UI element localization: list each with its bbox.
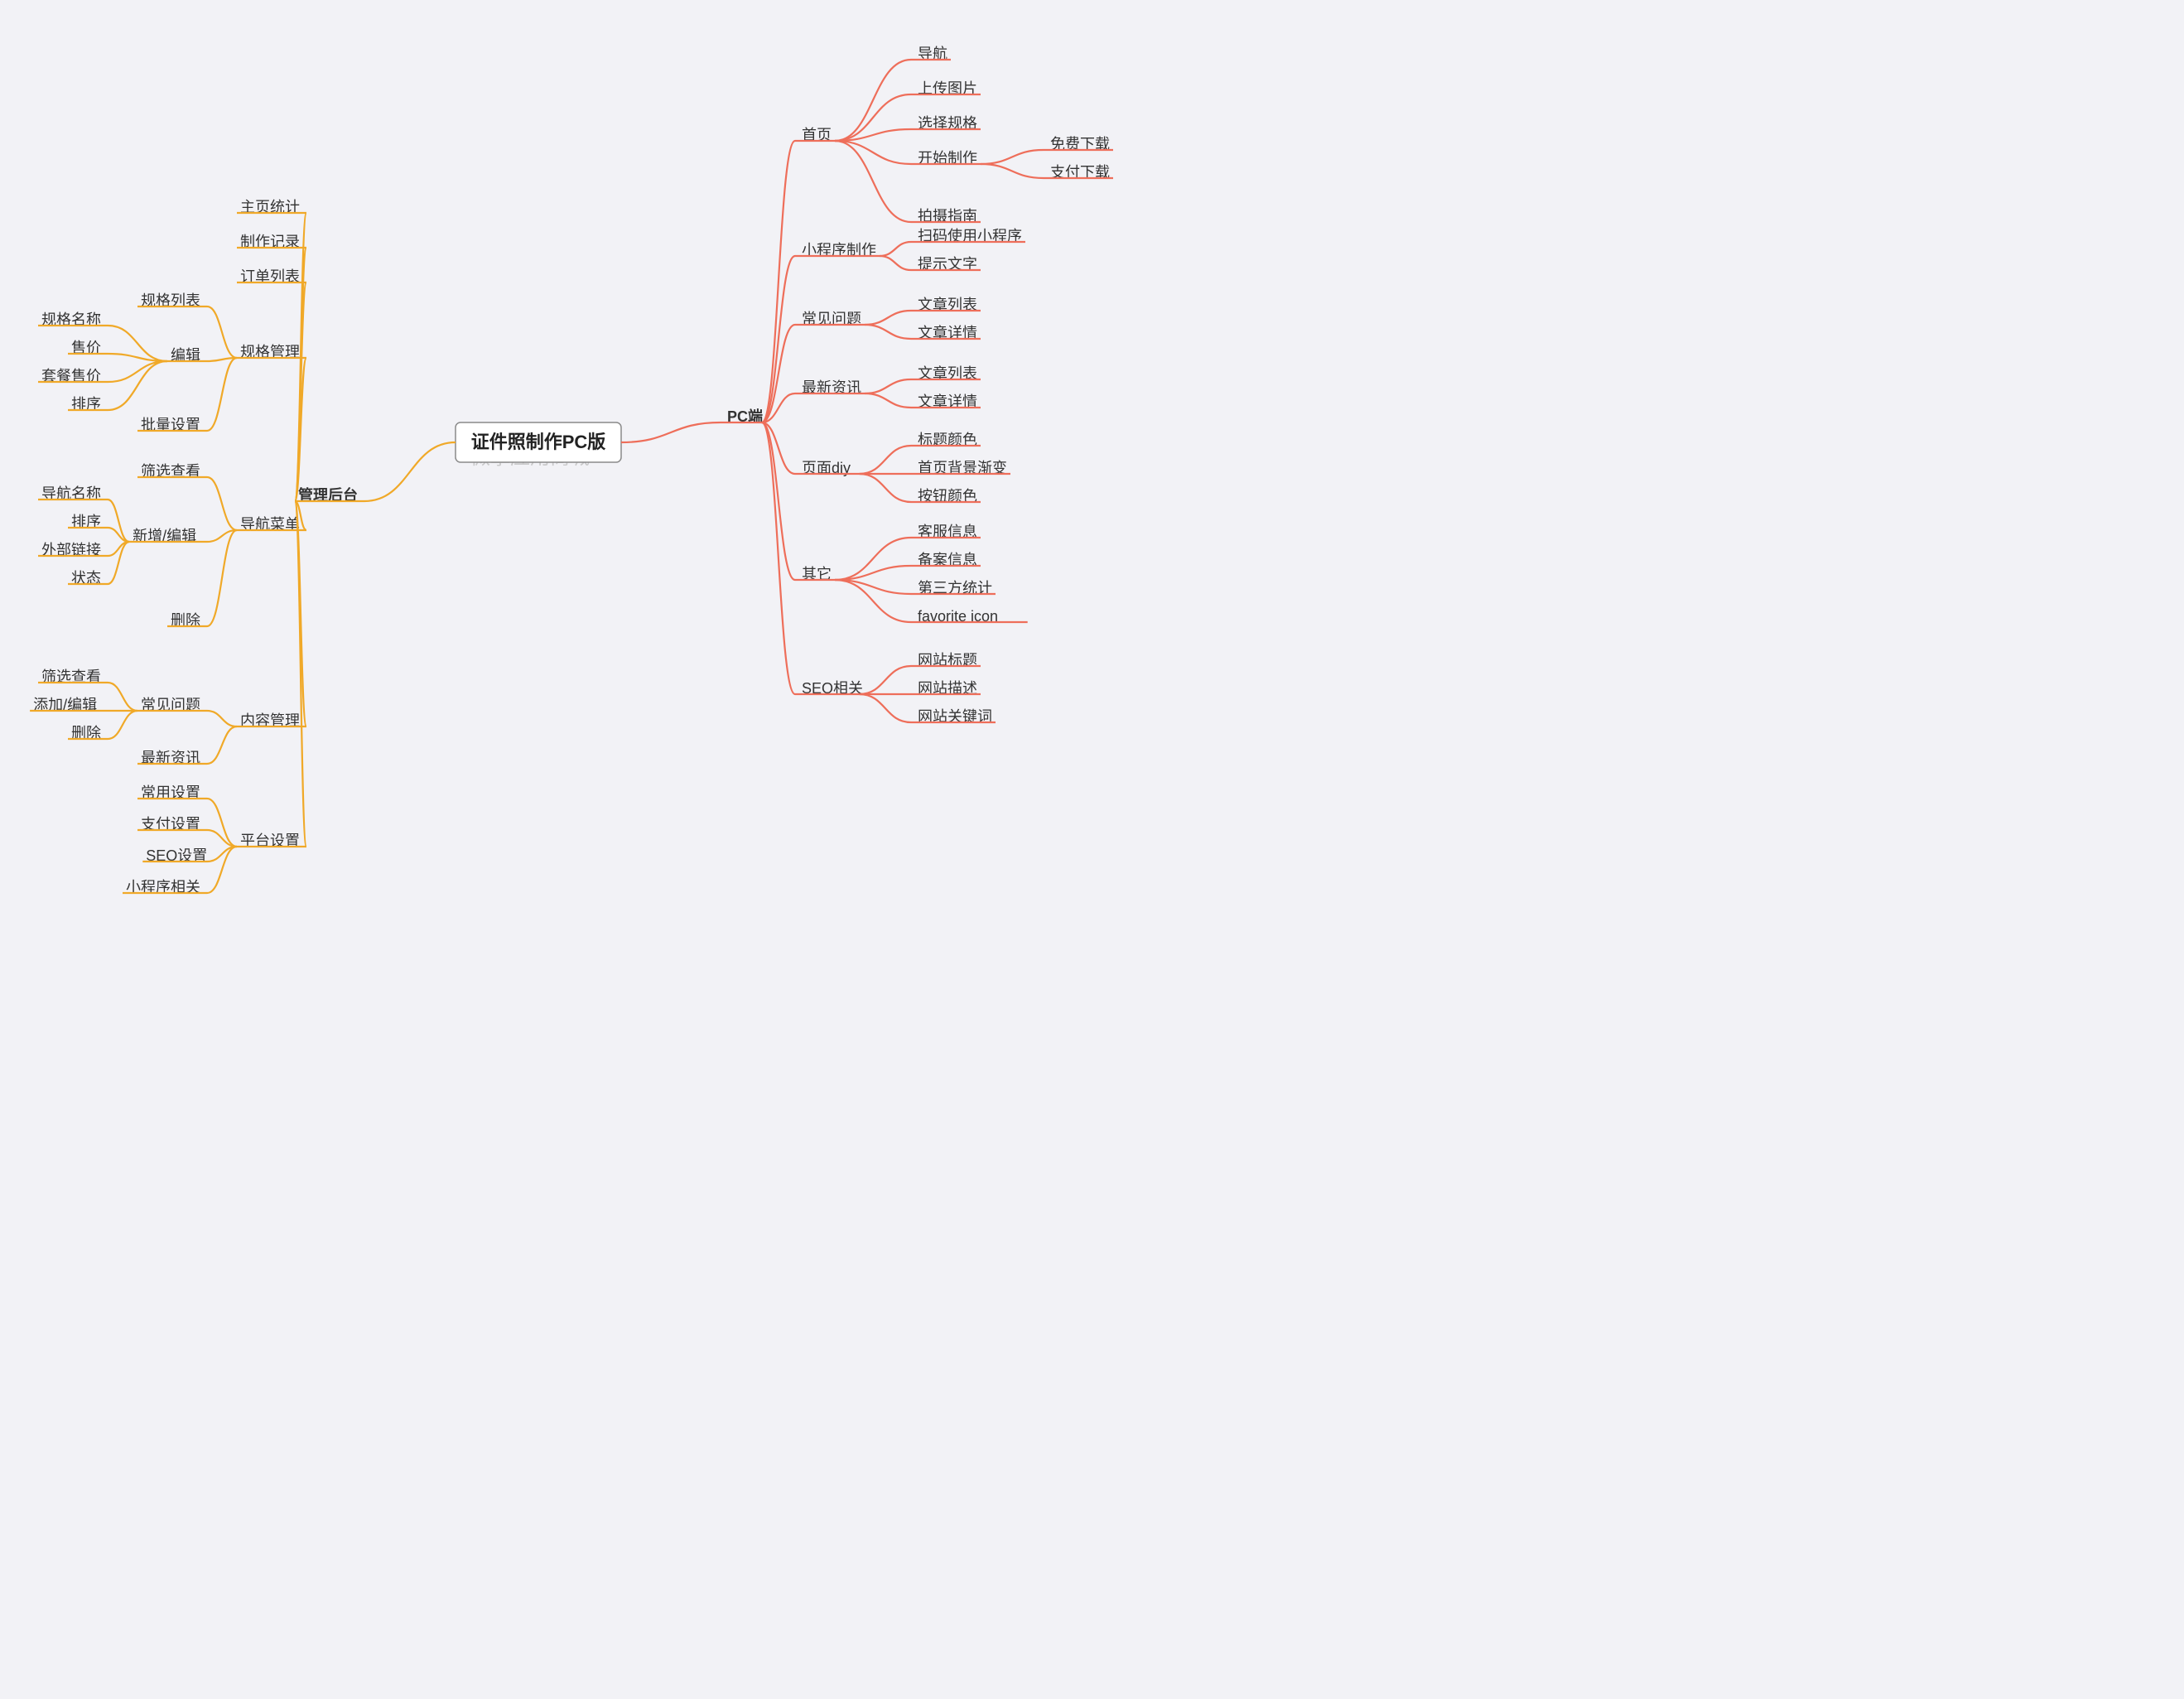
branch-edge (865, 379, 911, 393)
branch-edge (108, 326, 167, 361)
branch-edge (207, 726, 237, 764)
branch-edge (207, 306, 237, 358)
branch-edge (207, 711, 237, 726)
branch-edge (207, 358, 237, 431)
branch-edge (621, 422, 721, 442)
branch-edge (835, 60, 911, 141)
branch-edge (880, 242, 911, 256)
branch-edge (880, 256, 911, 270)
branch-edge (295, 501, 306, 847)
branch-edge (865, 311, 911, 325)
branch-edge (762, 422, 795, 694)
branch-edge (981, 164, 1044, 178)
branch-edge (865, 325, 911, 339)
branch-edge (860, 666, 911, 694)
branch-edge (981, 150, 1044, 164)
branch-edge (860, 446, 911, 474)
branch-edge (108, 361, 167, 410)
mindmap-diagram: 微擎应用商城证件照制作PC版PC端首页导航上传图片选择规格开始制作免费下载支付下… (0, 0, 2184, 954)
branch-edge (364, 442, 456, 501)
branch-edge (207, 530, 237, 626)
branch-edge (865, 393, 911, 408)
branch-edge (207, 477, 237, 530)
branch-edge (108, 683, 137, 711)
branch-edge (762, 141, 795, 422)
branch-edge (108, 354, 167, 361)
branch-edge (108, 361, 167, 382)
branch-edge (860, 474, 911, 502)
branch-edge (860, 694, 911, 722)
root-label: 证件照制作PC版 (471, 432, 606, 452)
branch-edge (108, 711, 137, 739)
branch-edge (207, 530, 237, 542)
